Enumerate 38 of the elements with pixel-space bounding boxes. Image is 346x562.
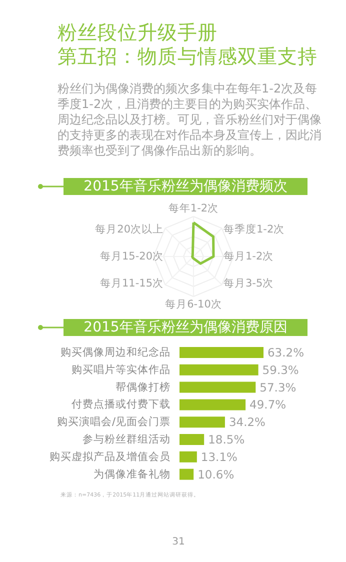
data-label: 49.7% [250,398,286,412]
spoke-label: 每月11-15次 [100,277,164,290]
y-tick-label: 购买偶像周边和纪念品 [60,346,170,358]
data-label: 57.3% [260,380,296,394]
text: 粉丝们为偶像消费的频次多集中在每年1-2次及每季度1-2次，且消费的主要目的为购买实体作品、周边纪念品以及打榜。可见，音乐粉丝们对于偶像的支持更多的表现在对作品本身及宣传上，因此消费频率也受到了偶像作品出新的影响。 [58,82,322,158]
data-label: 13.1% [200,450,238,464]
spoke-label: 每月3-5次 [224,277,274,290]
bar [180,434,204,445]
bar [180,451,197,462]
y-tick-label: 参与粉丝群组活动 [82,432,170,446]
y-tick-label: 购买演唱会/见面会门票 [56,415,171,428]
y-tick-label: 为偶像准备礼物 [94,467,170,480]
chart-title: 2015年音乐粉丝为偶像消费频次 [84,178,288,194]
data-label: 34.2% [228,415,266,430]
spoke-label: 每月20次以上 [95,222,164,236]
data-label: 63.2% [267,346,304,360]
spoke-label: 每月6-10次 [165,298,222,310]
data-label: 18.5% [208,432,245,446]
bar [180,468,194,480]
data-label: 59.3% [262,362,299,377]
chart-title: 2015年音乐粉丝为偶像消费原因 [84,320,288,336]
bar [180,416,225,428]
spoke-label: 每季度1-2次 [224,222,285,236]
data-label: 10.6% [198,467,234,482]
y-tick-label: 购买虚拟产品及增值会员 [50,450,170,463]
bar [180,347,264,358]
bar [180,399,246,410]
spoke-label: 每月15-20次 [100,250,164,262]
y-tick-label: 购买唱片等实体作品 [72,362,170,376]
bar [180,364,258,376]
text: 31 [172,536,185,548]
bar [180,382,256,393]
text: 粉丝段位升级手册 [58,21,218,44]
y-tick-label: 帮偶像打榜 [116,380,170,394]
text: 第五招：物质与情感双重支持 [58,45,318,68]
spoke-label: 每年1-2次 [168,202,219,214]
y-tick-label: 付费点播或付费下载 [72,398,170,411]
spoke-label: 每月1-2次 [224,250,274,262]
